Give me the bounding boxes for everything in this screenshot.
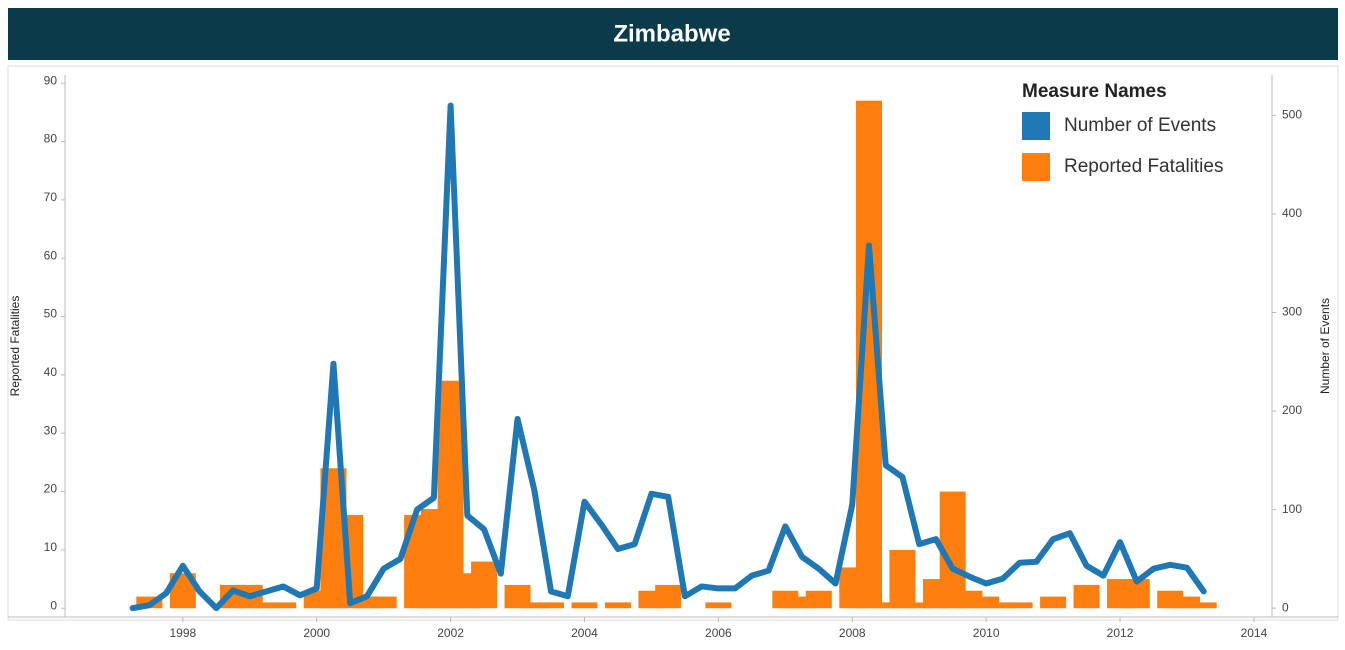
x-tick-label: 2006	[705, 626, 732, 640]
bar	[989, 602, 1016, 609]
x-tick-label: 2002	[437, 626, 464, 640]
y2-tick-label: 300	[1282, 305, 1302, 319]
y-tick-label: 50	[44, 307, 58, 321]
bar	[1006, 602, 1033, 609]
bar	[1190, 602, 1217, 609]
x-tick-label: 2010	[973, 626, 1000, 640]
plot-frame	[7, 65, 1339, 621]
bar	[705, 602, 732, 609]
y-tick-label: 60	[44, 248, 58, 262]
y-tick-label: 20	[44, 482, 58, 496]
y2-tick-label: 400	[1282, 206, 1302, 220]
y2-tick-label: 100	[1282, 502, 1302, 516]
legend: Measure Names Number of Events Reported Fa…	[1022, 81, 1223, 181]
legend-label: Number of Events	[1064, 115, 1216, 136]
y-tick-label: 90	[44, 73, 58, 87]
bar	[521, 602, 548, 609]
y-tick-label: 10	[44, 540, 58, 554]
legend-label: Reported Fatalities	[1064, 156, 1223, 177]
y-tick-label: 70	[44, 190, 58, 204]
legend-swatch	[1022, 153, 1050, 181]
bar	[805, 590, 832, 609]
x-tick-label: 2008	[839, 626, 866, 640]
bar	[973, 596, 1000, 609]
y-tick-label: 40	[44, 365, 58, 379]
bar	[906, 602, 933, 609]
bar	[370, 596, 397, 609]
title-bar	[8, 8, 1338, 60]
bar	[1073, 584, 1100, 609]
line	[129, 102, 1207, 612]
y-tick-label: 30	[44, 423, 58, 437]
legend-swatch	[1022, 112, 1050, 140]
bar	[604, 602, 631, 609]
y2-tick-label: 0	[1282, 600, 1289, 614]
x-tick-label: 2014	[1241, 626, 1268, 640]
bar	[270, 602, 297, 609]
bar	[1173, 596, 1200, 609]
bar	[538, 602, 565, 609]
bar	[571, 602, 598, 609]
bar	[1040, 596, 1067, 609]
y2-axis-label: Number of Events	[1318, 298, 1332, 394]
chart-title: Zimbabwe	[613, 20, 730, 47]
bar	[437, 380, 464, 609]
bar	[789, 596, 816, 609]
x-tick-label: 2004	[571, 626, 598, 640]
bar	[471, 561, 498, 609]
y-axis-label: Reported Fatalities	[8, 296, 22, 397]
y2-tick-label: 200	[1282, 403, 1302, 417]
x-tick-label: 2000	[303, 626, 330, 640]
bar	[655, 584, 682, 609]
legend-title: Measure Names	[1022, 81, 1167, 102]
x-tick-label: 1998	[169, 626, 196, 640]
bar	[253, 602, 280, 609]
bar	[889, 549, 916, 609]
y-tick-label: 80	[44, 132, 58, 146]
y2-tick-label: 500	[1282, 108, 1302, 122]
y-tick-label: 0	[50, 598, 57, 612]
bar	[872, 602, 899, 609]
bar	[353, 596, 380, 609]
x-tick-label: 2012	[1107, 626, 1134, 640]
